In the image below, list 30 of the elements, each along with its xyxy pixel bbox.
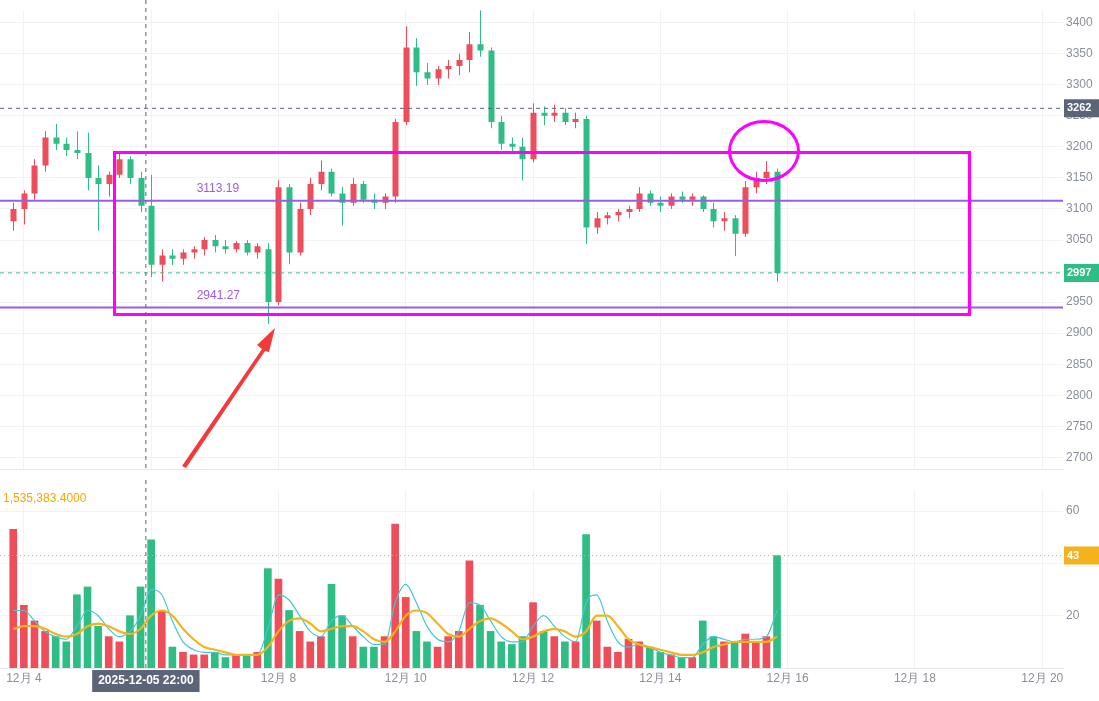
x-tick-label: 12月 16	[766, 670, 809, 685]
x-tick-label: 12月 20	[1021, 670, 1064, 685]
y-tick-label: 3350	[1066, 45, 1094, 60]
x-tick-label: 12月 14	[639, 670, 682, 685]
y-tick-label: 2950	[1066, 294, 1094, 309]
y-tick-label: 3300	[1066, 77, 1094, 92]
y-tick-label: 2800	[1066, 387, 1094, 402]
x-tick-label: 12月 10	[384, 670, 428, 685]
y-tick-label: 2700	[1066, 449, 1094, 464]
y-tick-label: 3150	[1066, 170, 1094, 185]
annotation: 1,535,383.4000	[3, 490, 87, 505]
y-tick-label: 2850	[1066, 356, 1094, 371]
ref-line-label: 3113.19	[196, 181, 240, 196]
ref-line-label: 2941.27	[196, 287, 241, 302]
y-tick-label: 20	[1066, 608, 1080, 623]
y-tick-label: 3400	[1066, 14, 1094, 29]
y-tick-label: 60	[1066, 503, 1080, 518]
y-tick-label: 3200	[1066, 139, 1094, 154]
y-tick-label: 2750	[1066, 418, 1094, 433]
y-tick-label: 2900	[1066, 325, 1094, 340]
y-tick-label: 3100	[1066, 201, 1094, 216]
ref-line-label: 43	[1067, 548, 1080, 561]
x-tick-label: 12月 8	[260, 670, 297, 685]
x-tick-label: 12月 12	[512, 670, 555, 685]
ref-line-label: 2997	[1067, 265, 1092, 278]
ref-line-label: 2025-12-05 22:00	[98, 673, 194, 688]
x-tick-label: 12月 18	[893, 670, 937, 685]
x-tick-label: 12月 4	[6, 670, 42, 685]
y-tick-label: 3050	[1066, 232, 1094, 247]
ref-line-label: 3262	[1067, 101, 1092, 114]
